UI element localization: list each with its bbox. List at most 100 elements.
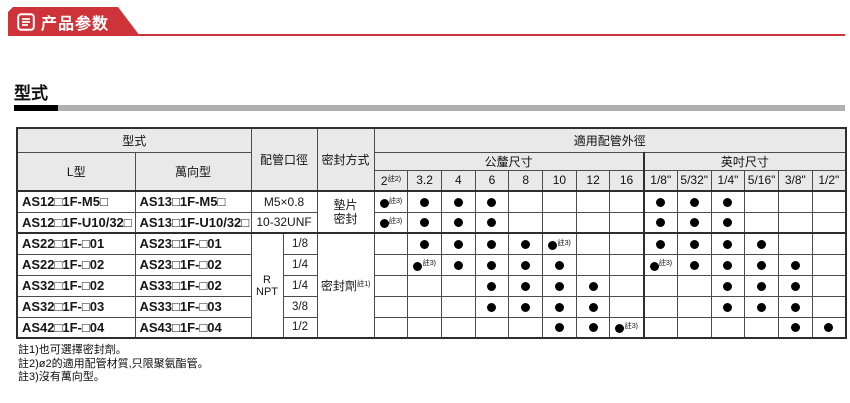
dot-cell <box>710 274 746 297</box>
dot-cell <box>508 190 544 213</box>
applicable-dot <box>521 239 531 249</box>
applicable-dot <box>521 260 531 270</box>
dot-cell <box>676 274 712 297</box>
applicable-dot <box>420 218 430 228</box>
size-col-header: 12 <box>575 169 611 192</box>
dot-cell <box>575 295 611 318</box>
applicable-dot <box>487 281 497 291</box>
dot-cell <box>575 211 611 234</box>
applicable-dot <box>656 197 666 207</box>
applicable-dot <box>487 239 497 249</box>
dot-cell <box>777 295 813 318</box>
applicable-dot <box>723 260 733 270</box>
model-cell-l: AS32□1F-□02 <box>16 274 136 297</box>
dot-cell <box>542 295 577 318</box>
model-cell-l: AS12□1F-M5□ <box>16 190 136 213</box>
dot-cell: 註3) <box>373 190 409 213</box>
dot-cell <box>440 295 476 318</box>
size-header-row: 2註2) 3.2 4 6 8 10 12 16 1/8" 5/32" 1/4" 5/16" 3/8" 1/… <box>17 169 847 192</box>
dot-cell <box>744 295 779 318</box>
model-cell-universal: AS23□1F-□02 <box>134 253 252 276</box>
dot-cell <box>609 211 645 234</box>
applicable-dot <box>487 197 497 207</box>
note-ref: 註3) <box>388 216 403 226</box>
dot-cell <box>508 295 544 318</box>
note-ref: 註3) <box>624 321 638 331</box>
dot-cell <box>642 316 678 339</box>
applicable-dot <box>420 197 430 207</box>
size-col-header: 10 <box>542 169 577 192</box>
applicable-dot <box>379 219 389 229</box>
model-cell-universal: AS33□1F-□03 <box>134 295 252 318</box>
dot-cell <box>373 316 409 339</box>
size-col-header: 1/2" <box>811 169 847 192</box>
dot-cell <box>710 316 746 339</box>
dot-cell: 註3) <box>609 316 645 339</box>
dot-cell <box>407 211 442 234</box>
applicable-dot <box>521 302 531 312</box>
applicable-dot <box>453 260 463 270</box>
dot-cell <box>811 253 847 276</box>
footnote-3: 註3)沒有萬向型。 <box>18 371 105 383</box>
applicable-dot <box>723 197 733 207</box>
dot-cell <box>474 211 510 234</box>
applicable-dot <box>723 239 733 249</box>
port-size-cell: 10-32UNF <box>250 211 318 234</box>
applicable-dot <box>656 239 666 249</box>
dot-cell <box>474 316 510 339</box>
thread-size-cell: 1/2 <box>282 316 318 339</box>
footnote-2: 註2)ø2的適用配管材質,只限聚氨酯管。 <box>18 357 209 370</box>
applicable-dot <box>757 281 767 291</box>
dot-cell <box>642 295 678 318</box>
note-ref: 註3) <box>388 195 403 205</box>
dot-cell <box>609 253 645 276</box>
header-inch-group: 英吋尺寸 <box>642 151 847 171</box>
heading-rule-accent <box>14 105 58 111</box>
applicable-dot <box>554 302 564 312</box>
dot-cell <box>440 274 476 297</box>
note-ref: 註3) <box>658 258 673 268</box>
seal-gasket-cell: 墊片密封 <box>316 190 375 234</box>
dot-cell <box>609 274 645 297</box>
header-seal-method: 密封方式 <box>316 127 375 192</box>
dot-cell <box>642 211 678 234</box>
dot-cell <box>474 190 510 213</box>
applicable-dot <box>588 281 598 291</box>
size-col-header: 1/8" <box>642 169 678 192</box>
thread-type-cell: R NPT <box>250 232 284 339</box>
applicable-dot <box>420 239 430 249</box>
applicable-dot <box>757 260 767 270</box>
dot-cell <box>777 232 813 255</box>
dot-cell <box>508 253 544 276</box>
dot-cell <box>508 232 544 255</box>
dot-cell <box>609 232 645 255</box>
applicable-dot <box>656 218 666 228</box>
dot-cell <box>676 211 712 234</box>
dot-cell <box>575 316 611 339</box>
table-row: AS22□1F-□01 AS23□1F-□01 R NPT 1/8 密封劑註1) 註3) <box>16 232 847 339</box>
header-model-group: 型式 <box>16 127 252 153</box>
applicable-dot <box>723 302 733 312</box>
applicable-dot <box>689 239 699 249</box>
header-metric-group: 公釐尺寸 <box>373 151 645 171</box>
applicable-dot <box>554 260 564 270</box>
size-col-header: 4 <box>440 169 476 192</box>
dot-cell <box>811 232 847 255</box>
dot-cell <box>440 232 476 255</box>
note-ref: 註3) <box>557 237 571 247</box>
dot-cell <box>373 295 409 318</box>
dot-cell <box>575 190 611 213</box>
size-col-header: 3.2 <box>407 169 442 192</box>
applicable-dot <box>379 198 389 208</box>
footnote-1: 註1)也可選擇密封劑。 <box>18 344 127 356</box>
model-cell-universal: AS23□1F-□01 <box>134 232 252 255</box>
dot-cell <box>676 232 712 255</box>
dot-cell <box>777 274 813 297</box>
applicable-dot <box>790 302 800 312</box>
size-col-header: 2註2) <box>373 169 409 192</box>
dot-cell <box>777 316 813 339</box>
header-l-type: L型 <box>16 151 136 192</box>
thread-size-cell: 1/8 <box>282 232 318 255</box>
seal-sealant-cell: 密封劑註1) <box>316 232 375 339</box>
dot-cell <box>710 211 746 234</box>
